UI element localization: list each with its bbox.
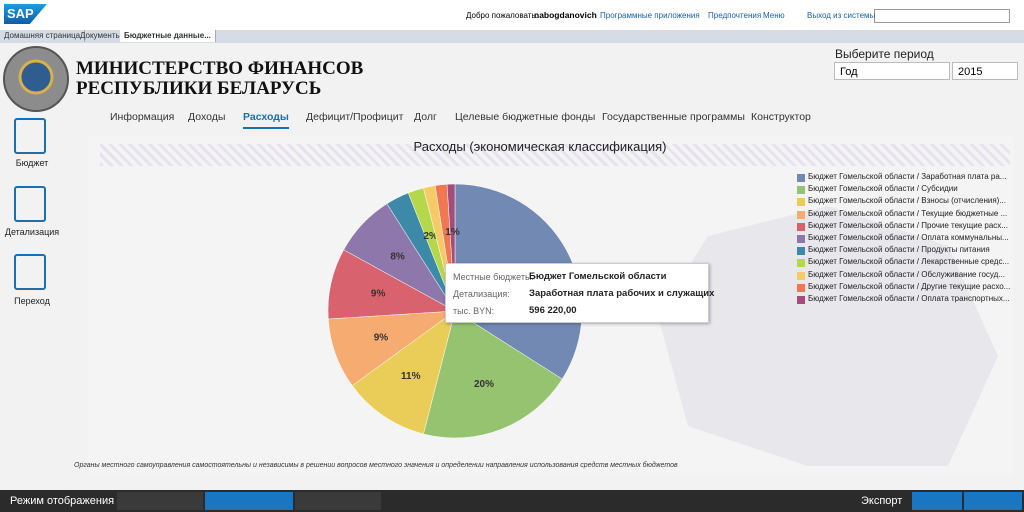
welcome: Добро пожаловать: (466, 11, 538, 20)
user-name: nabogdanovich (534, 10, 597, 20)
slice-label: 11% (401, 371, 421, 382)
legend-swatch[interactable] (797, 259, 805, 268)
top-link[interactable]: Меню (763, 11, 785, 20)
nav-label[interactable]: Детализация (4, 227, 60, 237)
chart-title: Расходы (экономическая классификация) (413, 139, 667, 154)
granularity: Год (840, 66, 858, 78)
top-link[interactable]: Предпочтения (708, 11, 762, 20)
legend-swatch[interactable] (797, 174, 805, 182)
top-link[interactable]: Выход из системы (807, 11, 876, 20)
tab-bar: Домашняя страница Документы Бюджетные данн… (0, 30, 1024, 43)
mode-label: Режим отображения (10, 495, 115, 507)
legend-label[interactable]: Бюджет Гомельской области / Текущие бюдж… (808, 208, 1008, 218)
nav-icon[interactable] (14, 118, 46, 154)
granularity-select[interactable]: Год (834, 62, 950, 80)
tooltip: Местные бюджеты: Бюджет Гомельской област… (445, 263, 714, 323)
table-view-button[interactable] (117, 492, 203, 510)
tooltip-value: Заработная плата рабочих и служащих (529, 288, 715, 299)
legend-label[interactable]: Бюджет Гомельской области / Оплата транс… (808, 294, 1010, 303)
chart-view-button[interactable] (205, 492, 293, 510)
excel-button[interactable] (912, 492, 962, 510)
legend-swatch[interactable] (797, 222, 805, 231)
nav-icon[interactable] (14, 186, 46, 222)
bar-view-button[interactable] (295, 492, 381, 510)
pie-slice (351, 310, 456, 435)
header-title-1: МИНИСТЕРСТВО ФИНАНСОВ (76, 58, 364, 79)
tooltip-key: Местные бюджеты: (453, 272, 534, 282)
tooltip-key: Детализация: (453, 289, 510, 299)
slice-label: 2% (423, 231, 438, 242)
legend-label[interactable]: Бюджет Гомельской области / Продукты пит… (808, 245, 990, 255)
map (658, 206, 998, 466)
legend-swatch[interactable] (797, 186, 805, 195)
nav-icon[interactable] (14, 254, 46, 290)
period-label: Выберите период (835, 47, 934, 61)
pdf-button[interactable] (964, 492, 1022, 510)
nav-label[interactable]: Бюджет (15, 158, 49, 168)
legend-swatch[interactable] (797, 210, 805, 219)
legend-label[interactable]: Бюджет Гомельской области / Прочие текущ… (808, 220, 1008, 230)
header-title-2: РЕСПУБЛИКИ БЕЛАРУСЬ (76, 78, 322, 99)
legend-swatch[interactable] (797, 296, 805, 304)
slice-label: 20% (474, 379, 494, 390)
slice-label: 1% (445, 227, 460, 238)
menu-item[interactable]: Дефицит/Профицит (306, 111, 404, 123)
export-label: Экспорт (861, 495, 903, 507)
menu-item[interactable]: Целевые бюджетные фонды (455, 111, 596, 123)
legend-label[interactable]: Бюджет Гомельской области / Субсидии (808, 184, 958, 194)
menu-item[interactable]: Расходы (243, 111, 289, 129)
bottom-bar: Режим отображения Экспорт (0, 490, 1024, 512)
legend-swatch[interactable] (797, 271, 805, 280)
legend-label[interactable]: Бюджет Гомельской области / Заработная п… (808, 172, 1007, 181)
legend-swatch[interactable] (797, 283, 805, 292)
top-link[interactable]: Программные приложения (600, 11, 700, 20)
legend-swatch[interactable] (797, 198, 805, 207)
tab[interactable]: Домашняя страница (0, 30, 86, 42)
year: 2015 (958, 66, 983, 78)
menu-item[interactable]: Доходы (188, 111, 226, 123)
menu-item[interactable]: Государственные программы (602, 111, 745, 123)
menu-item[interactable]: Информация (110, 111, 175, 123)
legend-label[interactable]: Бюджет Гомельской области / Взносы (отчи… (808, 196, 1006, 206)
emblem (3, 46, 69, 112)
legend-swatch[interactable] (797, 247, 805, 256)
menu-item[interactable]: Долг (414, 111, 437, 123)
legend-label[interactable]: Бюджет Гомельской области / Обслуживание… (808, 269, 1005, 279)
tooltip-value: 596 220,00 (529, 305, 577, 316)
legend-label[interactable]: Бюджет Гомельской области / Оплата комму… (808, 233, 1009, 242)
tab[interactable]: Бюджетные данные... (120, 30, 216, 42)
legend-label[interactable]: Бюджет Гомельской области / Лекарственны… (808, 257, 1010, 267)
year-select[interactable]: 2015 (952, 62, 1018, 80)
search-box[interactable] (874, 9, 1010, 23)
nav-label[interactable]: Переход (14, 296, 50, 306)
tooltip-value: Бюджет Гомельской области (529, 271, 667, 282)
ornament (100, 144, 1010, 166)
tooltip-key: тыс. BYN: (453, 306, 495, 316)
slice-label: 9% (371, 288, 386, 299)
legend-label[interactable]: Бюджет Гомельской области / Другие текущ… (808, 281, 1011, 291)
legend-swatch[interactable] (797, 235, 805, 243)
menu-item[interactable]: Конструктор (751, 111, 811, 123)
slice-label: 9% (374, 332, 389, 343)
footnote: Органы местного самоуправления самостоят… (74, 462, 678, 469)
slice-label: 8% (390, 252, 405, 263)
pie-slice (423, 310, 563, 439)
